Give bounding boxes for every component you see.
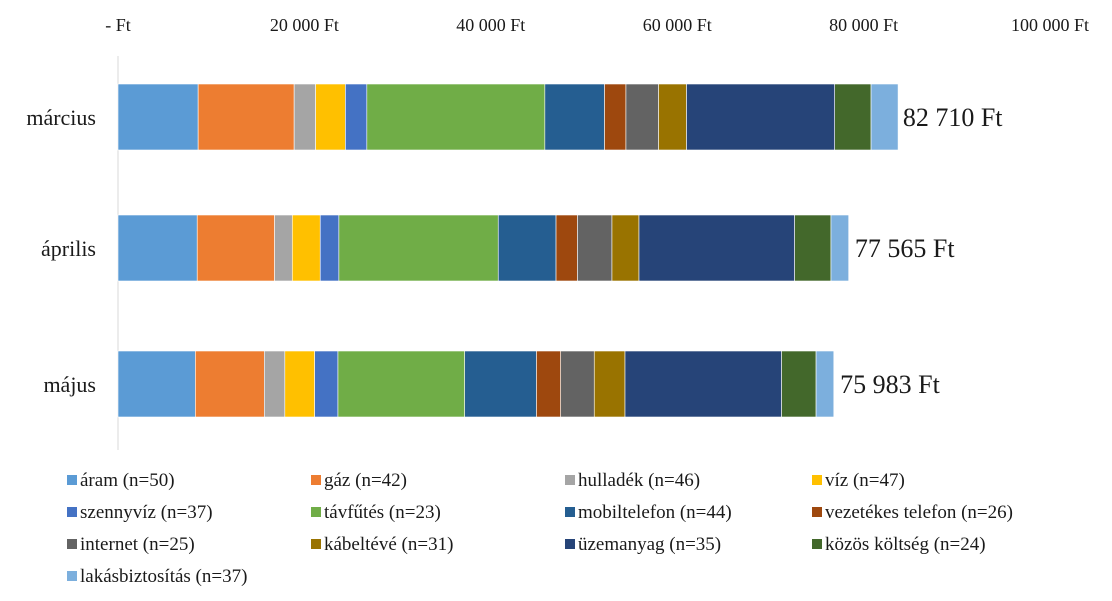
legend-swatch: [565, 475, 575, 485]
category-labels: március április május: [26, 105, 96, 397]
x-tick-label: 40 000 Ft: [456, 15, 525, 35]
bar-segment: [338, 214, 499, 282]
bar-segment: [464, 350, 537, 418]
legend-label: kábeltévé (n=31): [324, 534, 453, 555]
legend-swatch: [67, 571, 77, 581]
bar-segment: [544, 83, 605, 151]
x-tick-label: 60 000 Ft: [643, 15, 712, 35]
legend-swatch: [67, 539, 77, 549]
legend-swatch: [311, 539, 321, 549]
bar-segment: [117, 214, 198, 282]
category-label: május: [43, 372, 96, 397]
bar-segment: [337, 350, 466, 418]
bar-segment: [117, 83, 199, 151]
legend-label: szennyvíz (n=37): [80, 502, 213, 523]
bar-segment: [625, 83, 659, 151]
category-label: március: [26, 105, 96, 130]
bar-segment: [197, 83, 295, 151]
bar-segment: [195, 350, 265, 418]
total-label: 75 983 Ft: [840, 370, 940, 399]
legend-label: lakásbiztosítás (n=37): [80, 566, 247, 587]
legend-swatch: [812, 539, 822, 549]
bar-segment: [274, 214, 293, 282]
x-axis-ticks: - Ft 20 000 Ft 40 000 Ft 60 000 Ft 80 000 Ft…: [105, 15, 1089, 35]
bar-segment: [638, 214, 795, 282]
legend-label: áram (n=50): [80, 470, 175, 491]
legend-label: internet (n=25): [80, 534, 195, 555]
bar-segment: [830, 214, 849, 282]
legend-label: mobiltelefon (n=44): [578, 502, 732, 523]
legend-label: hulladék (n=46): [578, 470, 700, 491]
bar-segments: [117, 83, 899, 418]
x-tick-label: 80 000 Ft: [829, 15, 898, 35]
legend-swatch: [67, 507, 77, 517]
bar-segment: [781, 350, 817, 418]
legend-label: gáz (n=42): [324, 470, 407, 491]
bar-segment: [658, 83, 687, 151]
bar-segment: [314, 350, 339, 418]
bar-segment: [117, 350, 196, 418]
bar-segment: [815, 350, 835, 418]
total-labels: 82 710 Ft 77 565 Ft 75 983 Ft: [840, 103, 1003, 399]
bar-segment: [686, 83, 836, 151]
bar-segment: [870, 83, 899, 151]
total-label: 82 710 Ft: [903, 103, 1003, 132]
legend-label: víz (n=47): [825, 470, 905, 491]
bar-segment: [284, 350, 315, 418]
bar-segment: [611, 214, 640, 282]
bar-segment: [555, 214, 578, 282]
bar-segment: [794, 214, 832, 282]
bar-segment: [315, 83, 346, 151]
x-tick-label: 20 000 Ft: [270, 15, 339, 35]
bar-segment: [319, 214, 340, 282]
bar-segment: [497, 214, 557, 282]
x-tick-label: 100 000 Ft: [1011, 15, 1089, 35]
legend-swatch: [67, 475, 77, 485]
bar-segment: [293, 83, 316, 151]
bar-segment: [366, 83, 546, 151]
category-label: április: [41, 236, 96, 261]
bar-segment: [345, 83, 368, 151]
bar-segment: [196, 214, 275, 282]
bar-segment: [604, 83, 627, 151]
bar-segment: [593, 350, 626, 418]
bar-segment: [624, 350, 782, 418]
legend-swatch: [565, 539, 575, 549]
legend-swatch: [311, 475, 321, 485]
legend-label: üzemanyag (n=35): [578, 534, 721, 555]
legend-swatch: [812, 475, 822, 485]
bar-segment: [536, 350, 562, 418]
bar-segment: [264, 350, 286, 418]
legend-label: távfűtés (n=23): [324, 502, 441, 523]
bar-segment: [834, 83, 872, 151]
legend-swatch: [311, 507, 321, 517]
legend: áram (n=50) gáz (n=42) hulladék (n=46) víz …: [67, 470, 1013, 587]
bar-segment: [560, 350, 595, 418]
legend-swatch: [565, 507, 575, 517]
legend-label: közös költség (n=24): [825, 534, 986, 555]
total-label: 77 565 Ft: [855, 234, 955, 263]
bar-segment: [577, 214, 613, 282]
legend-swatch: [812, 507, 822, 517]
legend-label: vezetékes telefon (n=26): [825, 502, 1013, 523]
bar-segment: [291, 214, 321, 282]
x-tick-label: - Ft: [105, 15, 131, 35]
